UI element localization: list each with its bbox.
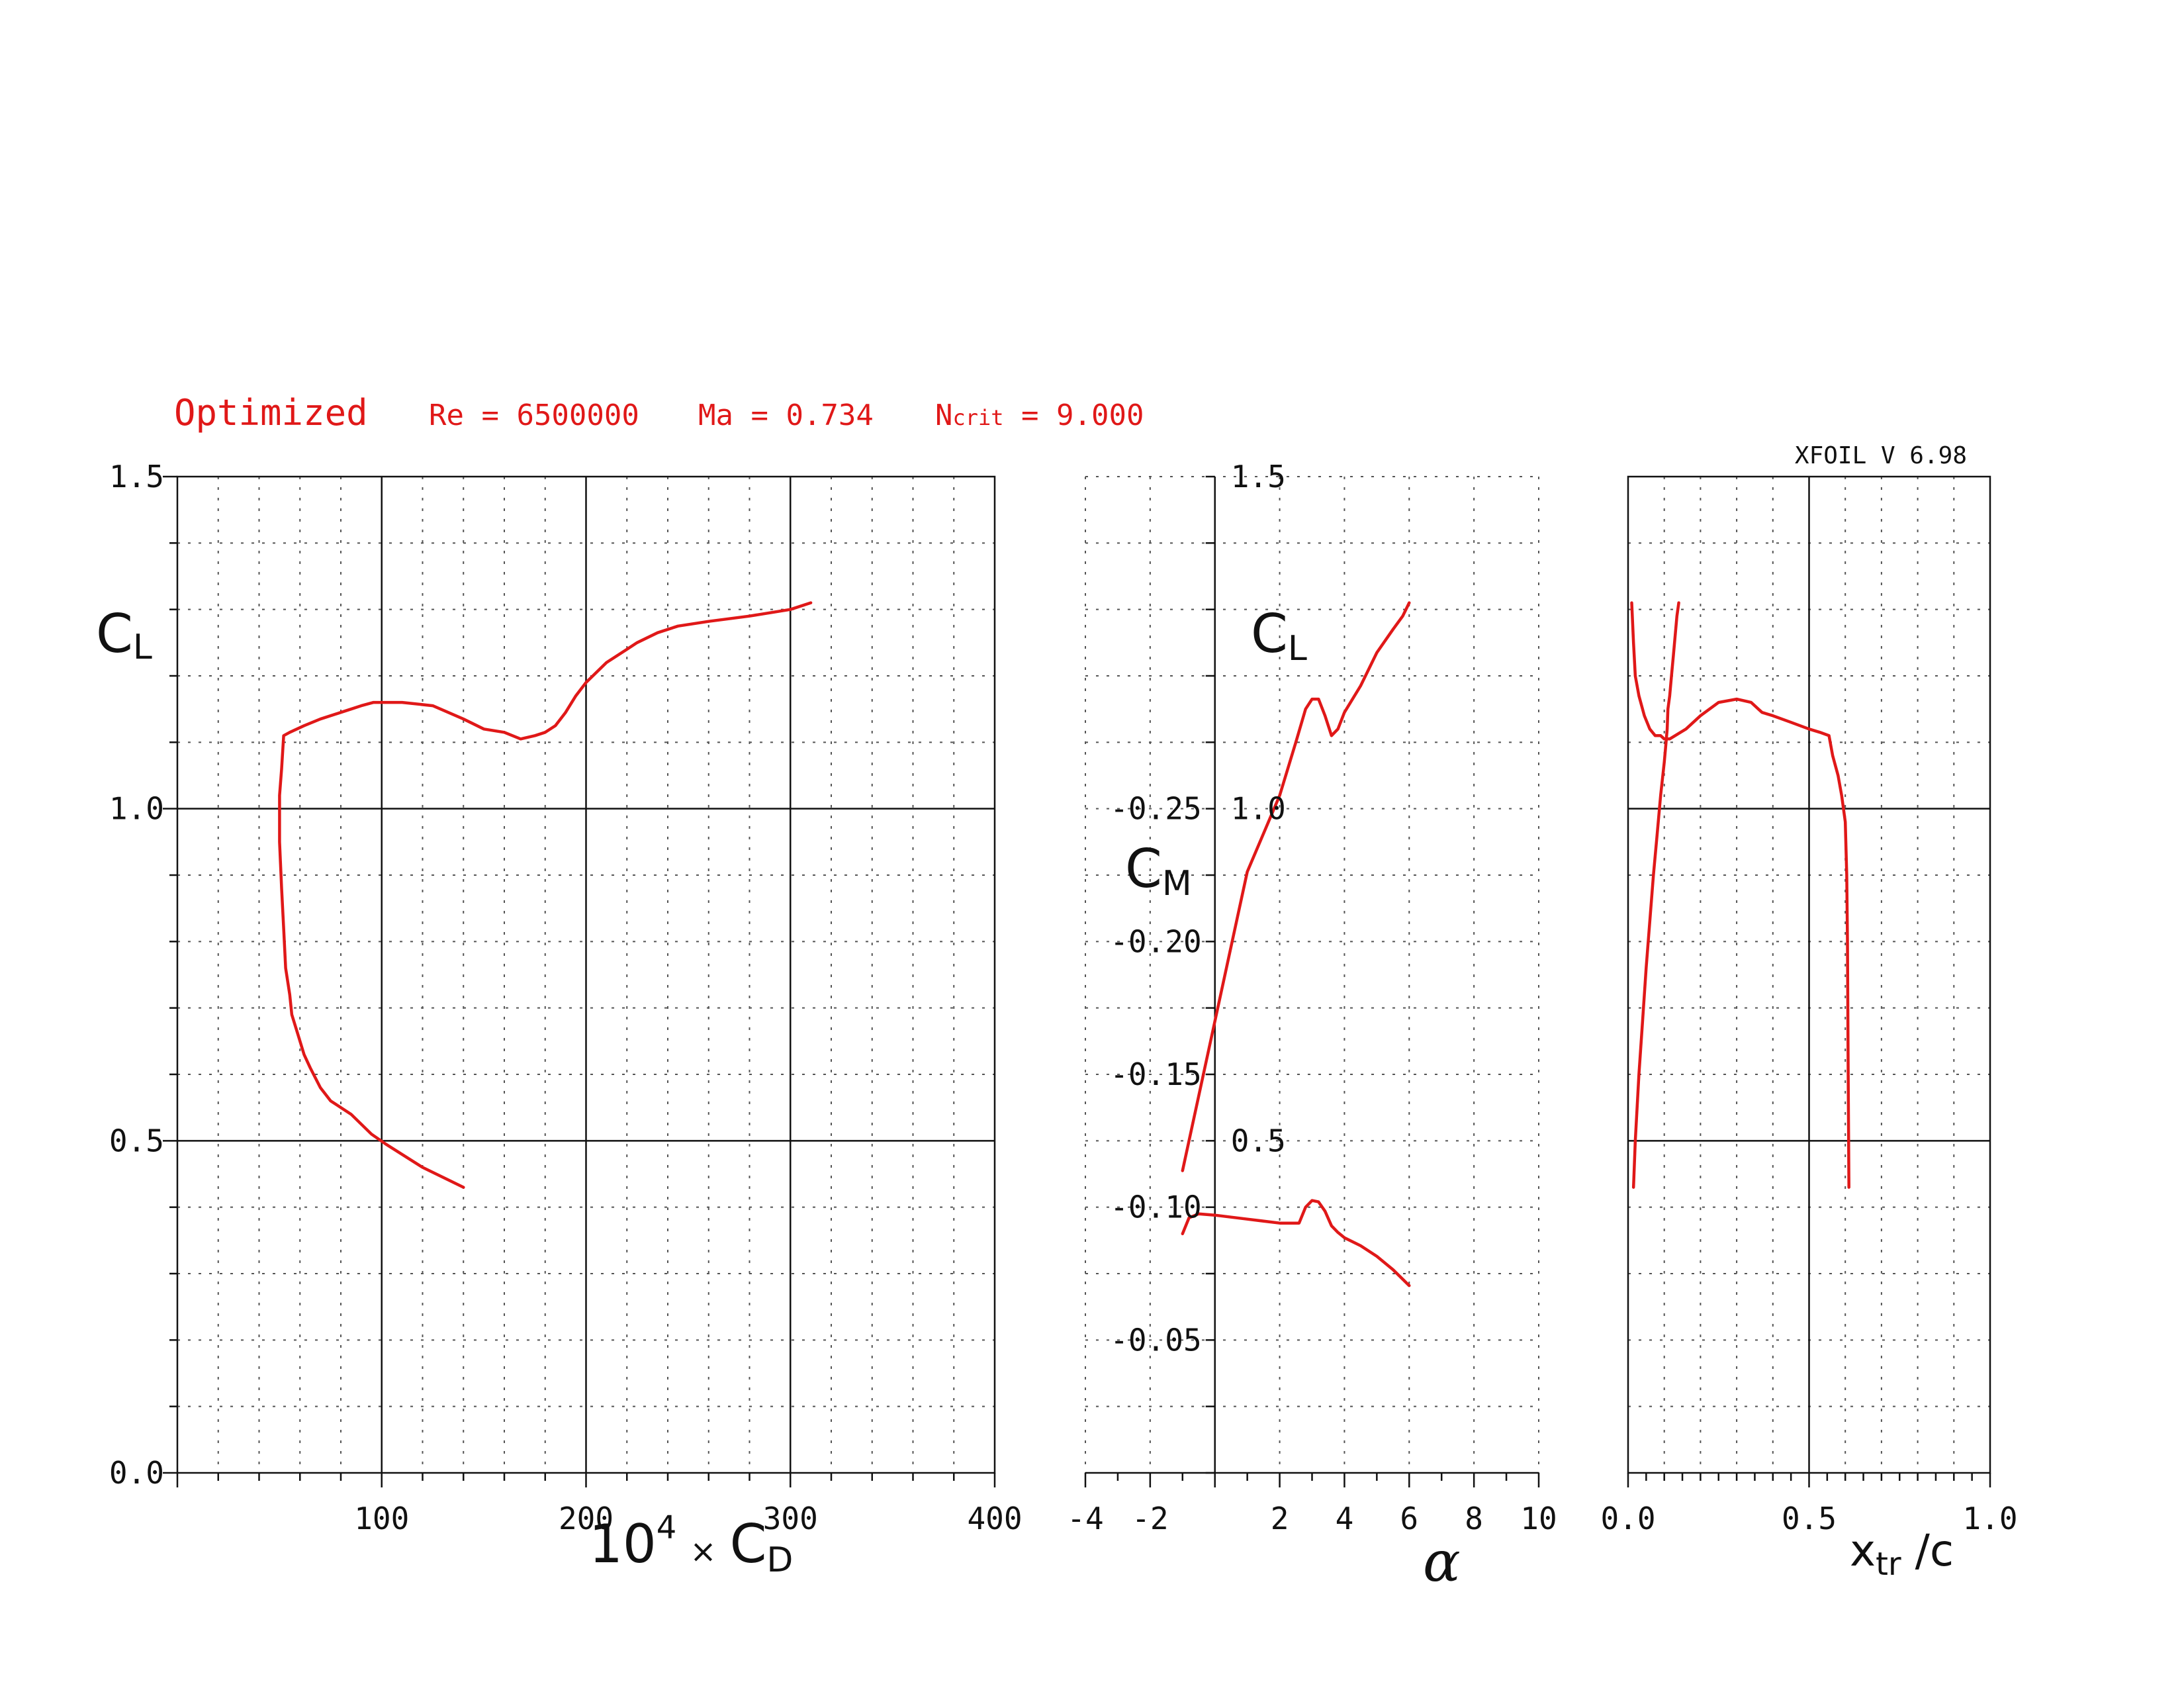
alpha-tick-label: 4: [1336, 1501, 1354, 1536]
cm-tick-label: -0.10: [1110, 1190, 1201, 1225]
cl-tick-label: 1.0: [109, 791, 164, 827]
cl-tick-label: 1.0: [1231, 791, 1286, 827]
cl-tick-label: 1.5: [109, 459, 164, 494]
alpha-tick-label: -4: [1067, 1501, 1103, 1536]
cm-axis-label: CM: [1125, 838, 1192, 904]
xtr-tick-label: 1.0: [1962, 1501, 2017, 1536]
cd-axis-label: 104× CD: [589, 1509, 793, 1580]
airfoil-name: Optimized: [174, 392, 368, 434]
xtr-bottom-curve: [1631, 601, 1680, 1189]
tick-layer: 100 200 300 400 0.0 0.5 1.0 1.5 -4 -2 2 4 6 8 10 1.5 1.0…: [109, 459, 2018, 1536]
cl-tick-label: 1.5: [1231, 459, 1286, 494]
cl-tick-label: 0.5: [109, 1123, 164, 1158]
cl-axis-label-alpha-panel: CL: [1251, 603, 1307, 669]
cd-tick-label: 200: [559, 1501, 614, 1536]
cd-tick-label: 100: [354, 1501, 409, 1536]
alpha-tick-label: 10: [1520, 1501, 1557, 1536]
xtr-tick-label: 0.5: [1782, 1501, 1837, 1536]
cd-tick-label: 400: [967, 1501, 1022, 1536]
cm-tick-label: -0.25: [1110, 791, 1201, 827]
mach-number: Ma = 0.734: [698, 399, 874, 432]
cm-vs-alpha-curve: [1181, 1199, 1411, 1288]
drag-polar-curve: [278, 601, 813, 1189]
alpha-tick-label: -2: [1132, 1501, 1168, 1536]
cl-tick-label: 0.5: [1231, 1123, 1286, 1158]
alpha-axis-label: α: [1423, 1529, 1461, 1594]
grid-layer: [177, 476, 1991, 1473]
ncrit-value: Ncrit = 9.000: [935, 399, 1144, 432]
xtr-axis-label: xtr /c: [1850, 1525, 1954, 1583]
frame-layer: [163, 475, 1991, 1487]
cm-tick-label: -0.20: [1110, 923, 1201, 959]
cd-tick-label: 300: [763, 1501, 818, 1536]
cl-tick-label: 0.0: [109, 1455, 164, 1491]
cl-vs-alpha-curve: [1181, 601, 1411, 1172]
cm-tick-label: -0.05: [1110, 1322, 1201, 1358]
alpha-tick-label: 8: [1465, 1501, 1483, 1536]
xtr-top-curve: [1630, 601, 1850, 1189]
cl-axis-label-drag-panel: CL: [96, 603, 152, 667]
xfoil-version: XFOIL V 6.98: [1795, 442, 1967, 469]
cm-tick-label: -0.15: [1110, 1056, 1201, 1092]
xtr-tick-label: 0.0: [1600, 1501, 1655, 1536]
reynolds-number: Re = 6500000: [429, 399, 639, 432]
curve-layer: [278, 601, 1850, 1288]
alpha-tick-label: 2: [1271, 1501, 1289, 1536]
alpha-tick-label: 6: [1400, 1501, 1418, 1536]
